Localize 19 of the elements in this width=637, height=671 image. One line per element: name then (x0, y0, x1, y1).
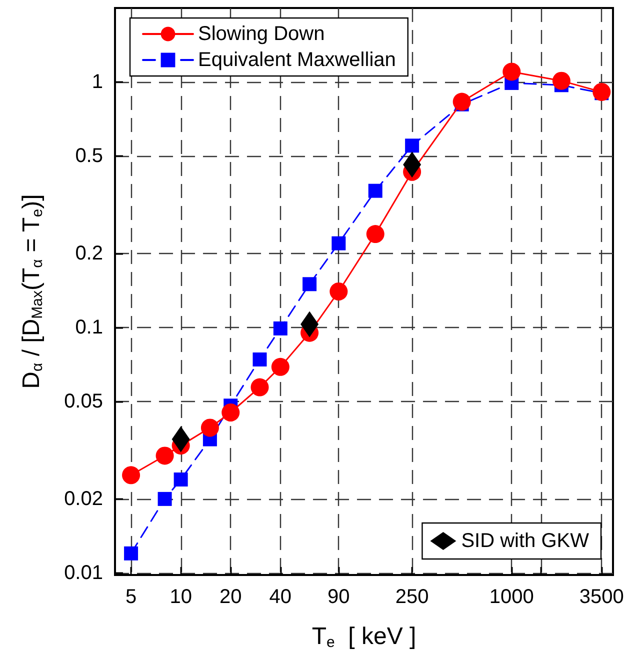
legend-label: Equivalent Maxwellian (198, 49, 396, 71)
x-tick-label: 10 (170, 586, 192, 608)
y-tick-label: 0.02 (64, 488, 103, 510)
y-tick-label: 0.1 (75, 316, 103, 338)
text: Dα / [DMax(Tα = Te)] (18, 194, 46, 389)
y-tick-label: 0.5 (75, 144, 103, 167)
x-tick-label: 40 (269, 586, 292, 608)
legend-label: Slowing Down (198, 23, 325, 45)
x-tick-label: 90 (328, 586, 350, 608)
x-tick-label: 250 (395, 586, 429, 608)
legend-label: SID with GKW (461, 530, 590, 552)
y-tick-label: 0.2 (75, 242, 103, 264)
y-tick-label: 0.05 (64, 390, 103, 412)
x-tick-label: 1000 (489, 586, 534, 608)
y-tick-label: 1 (92, 70, 103, 93)
y-tick-label: 0.01 (64, 562, 103, 584)
x-tick-label: 5 (125, 586, 137, 608)
x-tick-label: 20 (219, 586, 242, 608)
x-tick-label: 3500 (579, 586, 624, 608)
